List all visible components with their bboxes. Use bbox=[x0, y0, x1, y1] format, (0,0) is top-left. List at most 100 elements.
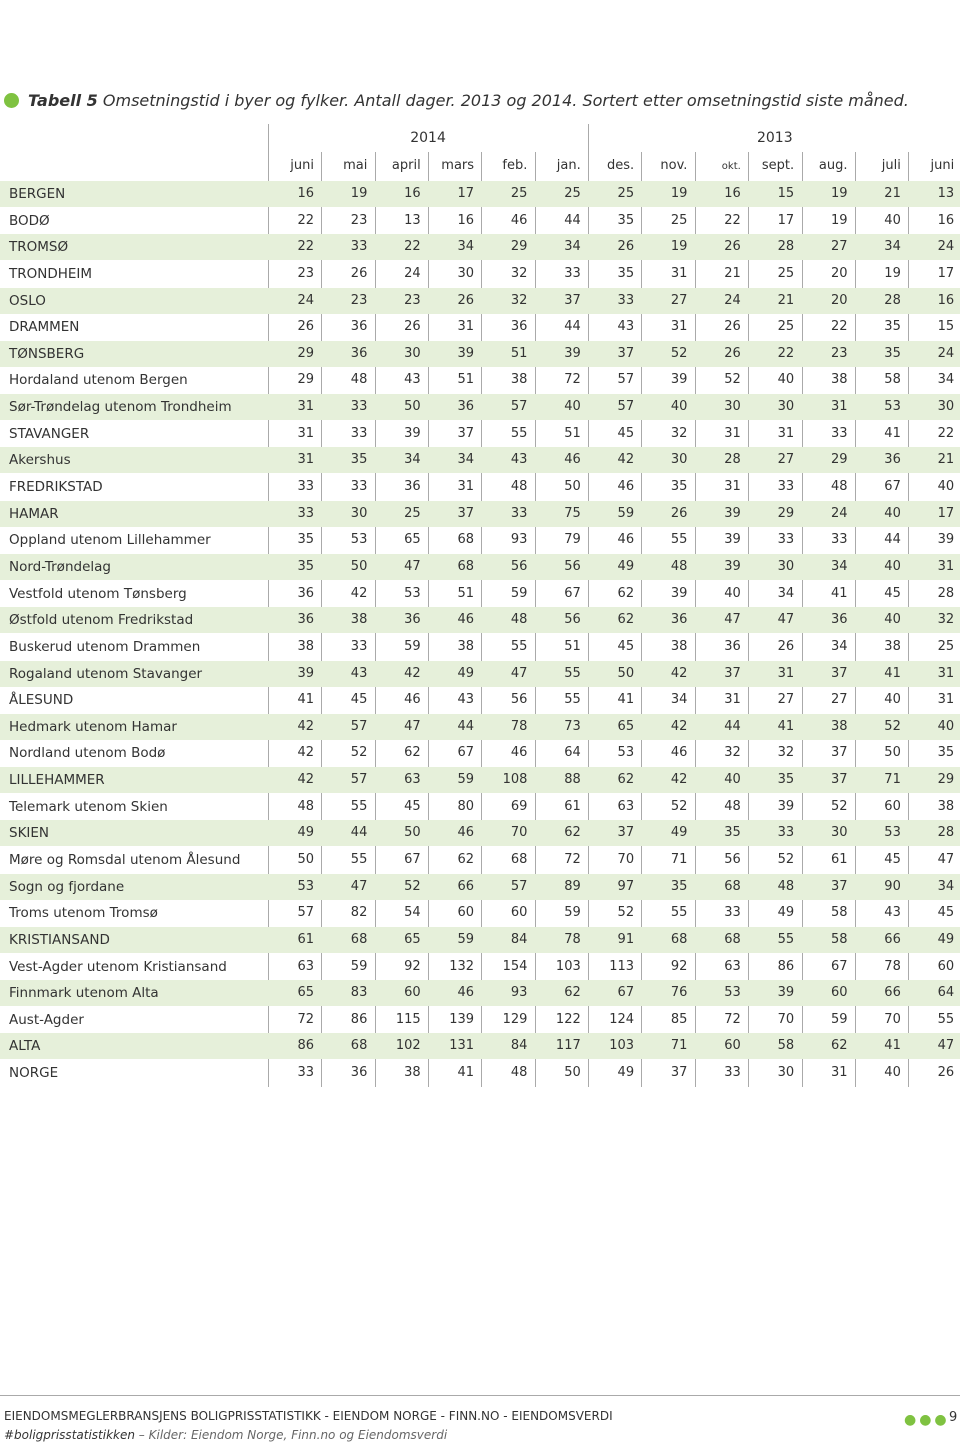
cell: 27 bbox=[830, 239, 848, 255]
cell: 50 bbox=[404, 399, 421, 415]
cell: 39 bbox=[404, 425, 421, 441]
cell: 26 bbox=[724, 345, 741, 361]
cell: 43 bbox=[404, 372, 421, 388]
cell: 59 bbox=[404, 638, 421, 654]
cell: 41 bbox=[884, 1038, 901, 1054]
cell: 31 bbox=[724, 425, 741, 441]
cell: 47 bbox=[404, 718, 421, 734]
cell: 71 bbox=[670, 852, 688, 867]
cell: 48 bbox=[777, 878, 795, 894]
cell: 43 bbox=[884, 905, 901, 921]
cell: 46 bbox=[617, 532, 635, 548]
footer-line: EIENDOMSMEGLERBRANSJENS BOLIGPRISSTATIST… bbox=[4, 1409, 613, 1423]
cell: 26 bbox=[724, 239, 741, 255]
cell: 44 bbox=[724, 718, 741, 734]
cell: 38 bbox=[404, 1065, 421, 1081]
cell: 154 bbox=[502, 958, 528, 974]
year-header: 2013 bbox=[756, 130, 793, 146]
row-label: Nordland utenom Bodø bbox=[9, 745, 166, 762]
cell: 50 bbox=[564, 1065, 581, 1081]
cell: 43 bbox=[350, 665, 368, 681]
cell: 65 bbox=[617, 718, 635, 734]
row-label: Akershus bbox=[9, 452, 71, 469]
cell: 21 bbox=[884, 186, 901, 201]
title-dot bbox=[4, 93, 19, 108]
cell: 37 bbox=[564, 292, 581, 308]
cell: 45 bbox=[937, 905, 955, 921]
row-label: Telemark utenom Skien bbox=[9, 798, 168, 815]
cell: 22 bbox=[937, 425, 955, 441]
cell: 60 bbox=[724, 1038, 741, 1054]
row-shade bbox=[0, 234, 960, 261]
cell: 36 bbox=[457, 399, 475, 415]
column-line bbox=[588, 124, 590, 1087]
cell: 28 bbox=[937, 825, 955, 841]
cell: 13 bbox=[937, 186, 955, 201]
cell: 62 bbox=[830, 1038, 848, 1054]
cell: 45 bbox=[884, 585, 901, 601]
cell: 36 bbox=[297, 585, 314, 601]
cell: 33 bbox=[297, 505, 314, 521]
row-shade bbox=[0, 926, 960, 953]
row-label: TRONDHEIM bbox=[9, 265, 93, 282]
cell: 73 bbox=[564, 718, 581, 734]
cell: 35 bbox=[297, 532, 314, 548]
cell: 68 bbox=[457, 558, 475, 574]
cell: 31 bbox=[670, 319, 688, 335]
column-header: juli bbox=[881, 158, 901, 173]
cell: 63 bbox=[617, 798, 635, 814]
cell: 22 bbox=[724, 212, 741, 228]
cell: 37 bbox=[830, 772, 848, 788]
cell: 38 bbox=[830, 372, 848, 388]
cell: 40 bbox=[884, 505, 901, 521]
cell: 42 bbox=[670, 665, 688, 681]
cell: 62 bbox=[617, 612, 635, 628]
cell: 47 bbox=[937, 1038, 955, 1054]
cell: 70 bbox=[777, 1011, 795, 1027]
cell: 49 bbox=[457, 665, 475, 681]
cell: 32 bbox=[670, 425, 688, 441]
cell: 48 bbox=[724, 798, 741, 814]
cell: 53 bbox=[404, 585, 421, 601]
cell: 40 bbox=[564, 399, 581, 415]
cell: 45 bbox=[617, 638, 635, 654]
cell: 24 bbox=[937, 239, 955, 255]
cell: 28 bbox=[724, 452, 741, 468]
cell: 26 bbox=[670, 505, 688, 521]
cell: 40 bbox=[884, 692, 901, 708]
cell: 19 bbox=[670, 186, 688, 201]
cell: 16 bbox=[937, 292, 955, 308]
title-text: Omsetningstid i byer og fylker. Antall d… bbox=[102, 91, 909, 110]
cell: 22 bbox=[777, 345, 795, 361]
cell: 15 bbox=[937, 319, 955, 335]
cell: 55 bbox=[510, 638, 528, 654]
footer-rule bbox=[0, 1395, 960, 1396]
cell: 60 bbox=[884, 798, 901, 814]
cell: 75 bbox=[564, 505, 581, 521]
cell: 68 bbox=[350, 1038, 368, 1054]
cell: 35 bbox=[617, 212, 635, 228]
cell: 47 bbox=[350, 878, 368, 894]
cell: 52 bbox=[617, 905, 635, 921]
cell: 80 bbox=[457, 798, 475, 814]
cell: 72 bbox=[724, 1011, 741, 1027]
cell: 36 bbox=[404, 479, 421, 495]
cell: 68 bbox=[510, 852, 528, 867]
cell: 36 bbox=[510, 319, 528, 335]
cell: 30 bbox=[777, 399, 795, 415]
cell: 27 bbox=[777, 452, 795, 468]
row-label: Oppland utenom Lillehammer bbox=[9, 532, 211, 549]
cell: 33 bbox=[510, 505, 528, 521]
cell: 56 bbox=[564, 612, 581, 628]
cell: 23 bbox=[350, 292, 368, 308]
cell: 52 bbox=[350, 745, 368, 761]
cell: 48 bbox=[510, 479, 528, 495]
cell: 48 bbox=[670, 558, 688, 574]
row-label: Sør-Trøndelag utenom Trondheim bbox=[9, 399, 232, 416]
cell: 31 bbox=[937, 558, 955, 574]
cell: 28 bbox=[937, 585, 955, 601]
cell: 64 bbox=[937, 985, 955, 1001]
cell: 68 bbox=[724, 878, 741, 894]
row-shade bbox=[0, 820, 960, 847]
cell: 52 bbox=[884, 718, 901, 734]
